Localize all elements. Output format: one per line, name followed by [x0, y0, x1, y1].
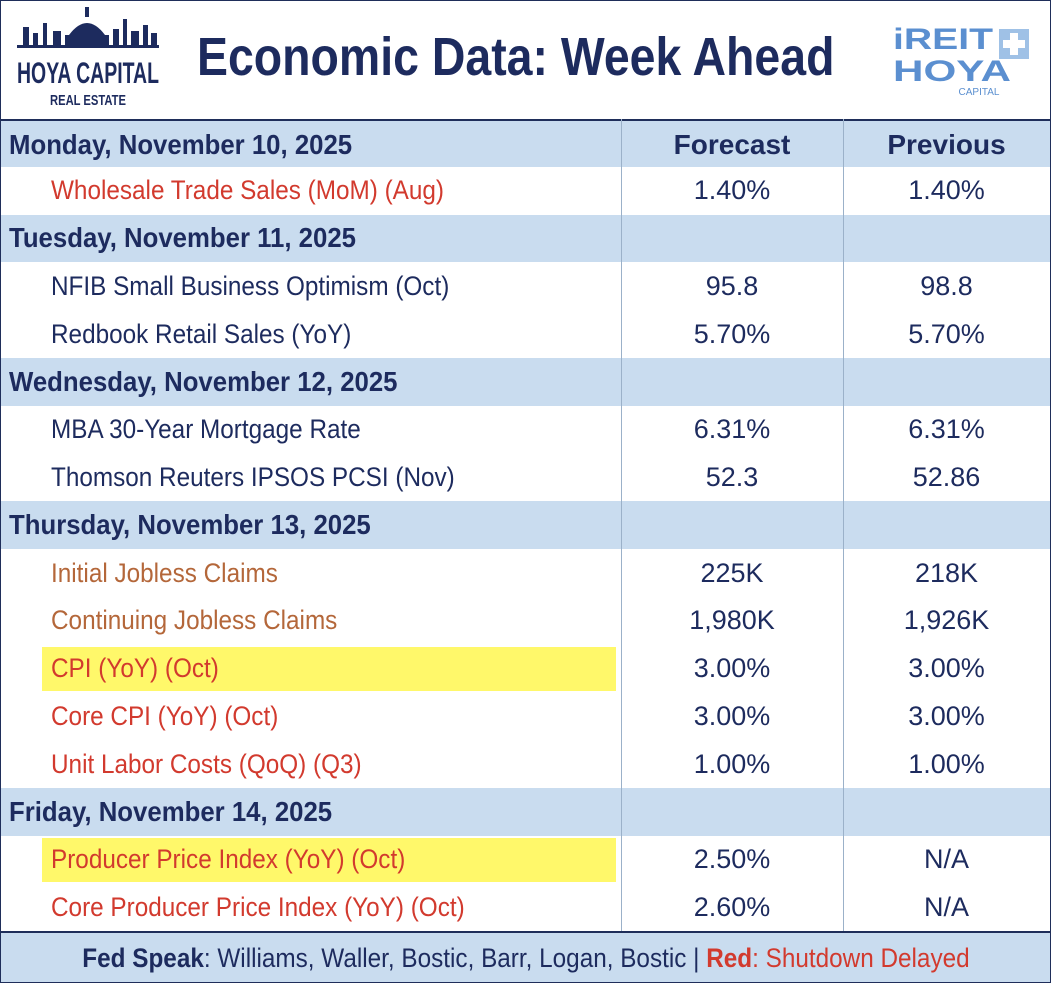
day-label: Friday, November 14, 2025: [9, 796, 333, 828]
logo-right-line1: iREIT: [893, 23, 993, 56]
forecast-header: Forecast: [673, 128, 791, 160]
indicator-name: Redbook Retail Sales (YoY): [51, 318, 352, 349]
indicator-name: Unit Labor Costs (QoQ) (Q3): [51, 748, 362, 779]
indicator-name: Thomson Reuters IPSOS PCSI (Nov): [51, 461, 455, 492]
indicator-name: CPI (YoY) (Oct): [51, 653, 219, 684]
fed-speak-label: Fed Speak: [81, 943, 204, 973]
forecast-header: [621, 788, 843, 836]
red-legend-text: : Shutdown Delayed: [751, 943, 970, 973]
table-row: Unit Labor Costs (QoQ) (Q3) 1.00% 1.00%: [1, 740, 1050, 789]
highlight-marker: [42, 838, 616, 882]
previous-value: N/A: [923, 892, 969, 923]
red-legend-label: Red: [705, 943, 752, 973]
previous-value: 5.70%: [908, 318, 985, 349]
indicator-name: Wholesale Trade Sales (MoM) (Aug): [51, 175, 444, 206]
footer-text: Fed Speak: Williams, Waller, Bostic, Bar…: [82, 943, 969, 974]
previous-header: [843, 501, 1050, 549]
hoya-capital-logo: HOYA CAPITAL REAL ESTATE: [17, 7, 159, 109]
previous-value: 98.8: [920, 270, 973, 301]
forecast-value: 225K: [700, 557, 764, 588]
previous-value: 1,926K: [903, 605, 990, 636]
day-label: Monday, November 10, 2025: [9, 128, 353, 160]
table-row: Core Producer Price Index (YoY) (Oct) 2.6…: [1, 883, 1050, 932]
table-row: Thomson Reuters IPSOS PCSI (Nov) 52.3 52.8…: [1, 453, 1050, 502]
forecast-value: 95.8: [705, 270, 759, 301]
previous-value: N/A: [923, 844, 969, 875]
previous-value: 3.00%: [908, 700, 985, 731]
table-row: Producer Price Index (YoY) (Oct) 2.50% N/A: [1, 836, 1050, 884]
previous-value: 3.00%: [908, 653, 985, 684]
forecast-value: 5.70%: [693, 318, 771, 349]
previous-value: 218K: [914, 557, 979, 588]
highlight-marker: [42, 646, 616, 691]
logo-left-line1: HOYA CAPITAL: [17, 57, 159, 90]
indicator-name: NFIB Small Business Optimism (Oct): [51, 270, 450, 301]
day-header-row: Thursday, November 13, 2025: [1, 501, 1050, 550]
day-label: Tuesday, November 11, 2025: [9, 222, 356, 254]
table-row: Continuing Jobless Claims 1,980K 1,926K: [1, 597, 1050, 645]
forecast-header: [621, 501, 843, 549]
day-header-row: Monday, November 10, 2025 Forecast Previou…: [1, 119, 1050, 169]
indicator-name: MBA 30-Year Mortgage Rate: [51, 414, 361, 445]
logo-left-line2: REAL ESTATE: [50, 92, 126, 109]
forecast-header: [621, 215, 843, 263]
column-divider: [843, 119, 844, 931]
previous-value: 1.00%: [908, 748, 985, 779]
previous-value: 1.40%: [908, 175, 985, 206]
forecast-value: 1,980K: [689, 605, 775, 636]
forecast-header: [621, 358, 843, 406]
fed-speak-list: : Williams, Waller, Bostic, Barr, Logan,…: [203, 943, 706, 973]
forecast-value: 3.00%: [693, 700, 771, 731]
forecast-value: 1.00%: [693, 748, 771, 779]
column-divider: [621, 119, 622, 931]
table-row: Initial Jobless Claims 225K 218K: [1, 549, 1050, 597]
forecast-value: 2.50%: [693, 844, 771, 875]
previous-header: Previous: [887, 128, 1006, 160]
day-header-row: Friday, November 14, 2025: [1, 788, 1050, 836]
table-row: Wholesale Trade Sales (MoM) (Aug) 1.40% 1.…: [1, 166, 1050, 215]
day-label: Thursday, November 13, 2025: [9, 509, 371, 541]
indicator-name: Core CPI (YoY) (Oct): [51, 700, 279, 731]
forecast-value: 6.31%: [693, 414, 771, 445]
forecast-value: 1.40%: [693, 175, 771, 206]
previous-value: 52.86: [912, 461, 981, 492]
indicator-name: Continuing Jobless Claims: [51, 605, 338, 636]
previous-header: [843, 788, 1050, 836]
cross-icon: [999, 29, 1029, 59]
previous-header: [843, 358, 1050, 406]
forecast-value: 3.00%: [693, 653, 771, 684]
calendar-table: Monday, November 10, 2025 Forecast Previou…: [1, 119, 1050, 932]
ireit-hoya-logo: iREIT HOYA CAPITAL: [893, 23, 1029, 98]
indicator-name: Core Producer Price Index (YoY) (Oct): [51, 892, 465, 923]
forecast-value: 52.3: [705, 461, 759, 492]
previous-header: [843, 215, 1050, 263]
forecast-value: 2.60%: [693, 892, 771, 923]
table-row: Redbook Retail Sales (YoY) 5.70% 5.70%: [1, 310, 1050, 358]
indicator-name: Initial Jobless Claims: [51, 557, 278, 588]
day-header-row: Tuesday, November 11, 2025: [1, 214, 1050, 263]
table-row: CPI (YoY) (Oct) 3.00% 3.00%: [1, 644, 1050, 693]
logo-right-line3: CAPITAL: [959, 87, 1000, 98]
table-row: Core CPI (YoY) (Oct) 3.00% 3.00%: [1, 692, 1050, 741]
header: HOYA CAPITAL REAL ESTATE Economic Data: …: [1, 1, 1050, 119]
table-row: MBA 30-Year Mortgage Rate 6.31% 6.31%: [1, 405, 1050, 454]
footer: Fed Speak: Williams, Waller, Bostic, Bar…: [1, 931, 1050, 982]
day-header-row: Wednesday, November 12, 2025: [1, 358, 1050, 406]
logo-right-line2: HOYA: [893, 55, 1011, 88]
page-title: Economic Data: Week Ahead: [197, 27, 835, 87]
indicator-name: Producer Price Index (YoY) (Oct): [51, 844, 406, 875]
previous-value: 6.31%: [908, 414, 985, 445]
day-label: Wednesday, November 12, 2025: [9, 365, 398, 397]
table-row: NFIB Small Business Optimism (Oct) 95.8 98…: [1, 262, 1050, 311]
